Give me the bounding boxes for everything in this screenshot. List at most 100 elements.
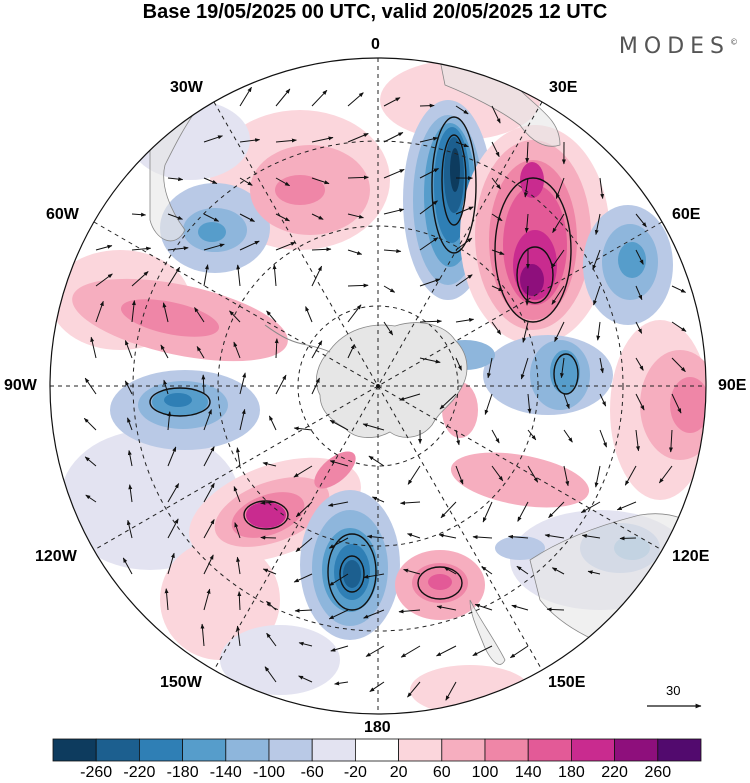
- wind-vector: [487, 357, 493, 379]
- colorbar-swatch: [441, 738, 486, 762]
- wind-vector: [160, 344, 169, 359]
- map-border: [49, 57, 707, 715]
- wind-vector: [234, 522, 241, 539]
- wind-vector: [239, 138, 261, 143]
- wind-vector: [298, 641, 313, 647]
- wind-vector: [658, 465, 673, 484]
- wind-vector: [580, 501, 601, 514]
- wind-vector: [311, 340, 323, 359]
- colorbar-tick-label: -220: [123, 764, 156, 781]
- colorbar-tick-label: -20: [343, 764, 367, 781]
- wind-vector: [369, 681, 385, 693]
- wind-vector: [203, 446, 215, 467]
- wind-vector: [491, 285, 504, 292]
- wind-vector: [167, 246, 189, 251]
- wind-vector: [233, 341, 241, 359]
- wind-vector: [347, 175, 369, 180]
- wind-vector: [203, 482, 215, 503]
- longitude-label-120w: 120W: [35, 548, 77, 565]
- wind-vector: [472, 535, 493, 540]
- wind-vector: [525, 141, 530, 164]
- wind-vector: [275, 88, 291, 107]
- colorbar-tick-label: -100: [252, 764, 286, 781]
- wind-vector: [599, 357, 604, 374]
- colorbar-swatch: [95, 738, 140, 762]
- longitude-label-0: 0: [371, 36, 380, 53]
- wind-vector: [368, 455, 385, 467]
- wind-vector: [455, 105, 469, 115]
- wind-vector: [551, 285, 565, 305]
- wind-vector: [347, 304, 362, 323]
- wind-vector: [124, 380, 133, 395]
- wind-vector: [407, 681, 421, 698]
- wind-vector: [328, 537, 349, 549]
- wind-vector: [554, 321, 565, 342]
- wind-vector: [508, 534, 529, 539]
- wind-vector: [671, 357, 686, 372]
- wind-vector: [203, 409, 212, 431]
- wind-vector: [407, 533, 421, 539]
- wind-vector: [311, 213, 324, 220]
- wind-vector: [383, 208, 405, 215]
- longitude-label-120e: 120E: [672, 548, 710, 565]
- colorbar-swatch: [657, 738, 702, 762]
- wind-vector: [474, 603, 493, 611]
- anomaly-region: [410, 665, 530, 714]
- wind-vector: [491, 105, 501, 124]
- wind-vector: [203, 135, 223, 143]
- colorbar-swatch: [225, 738, 270, 762]
- anomaly-region: [618, 242, 646, 278]
- wind-vector: [347, 283, 369, 288]
- wind-vector: [83, 417, 97, 431]
- wind-vector: [436, 605, 457, 611]
- wind-vector: [311, 136, 334, 143]
- colorbar-swatch: [527, 738, 572, 762]
- brand-mark: ©: [730, 37, 738, 47]
- wind-vector: [527, 429, 537, 441]
- wind-vector: [167, 483, 180, 503]
- wind-vector: [293, 573, 313, 583]
- wind-vector: [329, 419, 349, 431]
- wind-vector: [419, 319, 442, 324]
- colorbar-tick-label: -260: [80, 764, 113, 781]
- wind-vector: [563, 465, 570, 487]
- map-title: Base 19/05/2025 00 UTC, valid 20/05/2025…: [142, 1, 608, 23]
- wind-vector: [229, 310, 241, 323]
- wind-vector: [440, 501, 457, 519]
- wind-vector: [235, 447, 241, 467]
- antarctic-peninsula: [264, 324, 331, 353]
- wind-vector: [635, 357, 644, 371]
- wind-vector: [491, 465, 504, 482]
- wind-vector: [400, 645, 421, 658]
- wind-vector: [436, 645, 457, 657]
- wind-vector: [594, 213, 601, 235]
- wind-vector: [455, 429, 461, 446]
- wind-vector: [366, 534, 385, 539]
- wind-vector: [84, 456, 97, 467]
- wind-vector: [328, 609, 349, 620]
- wind-vector: [328, 573, 349, 587]
- wind-vector: [194, 307, 205, 323]
- wind-vector: [524, 213, 529, 233]
- wind-vector: [599, 429, 607, 448]
- wind-vector: [455, 237, 473, 251]
- wind-vector: [552, 213, 565, 234]
- wind-vector: [438, 533, 457, 539]
- wind-vector: [419, 237, 439, 251]
- wind-vector: [407, 465, 421, 485]
- wind-vector: [272, 264, 277, 287]
- reference-vector-value: 30: [666, 683, 681, 698]
- wind-vector: [239, 372, 247, 395]
- wind-vector: [274, 338, 279, 359]
- longitude-label-180: 180: [364, 719, 391, 736]
- wind-vector: [563, 393, 570, 410]
- wind-vector: [203, 243, 225, 251]
- wind-vector: [330, 645, 349, 652]
- colorbar-tick-label: 180: [558, 764, 585, 781]
- wind-vector: [635, 429, 640, 452]
- wind-vector: [203, 588, 211, 611]
- longitude-label-90w: 90W: [4, 377, 37, 394]
- colorbar-swatch: [484, 738, 529, 762]
- wind-vector: [200, 623, 205, 647]
